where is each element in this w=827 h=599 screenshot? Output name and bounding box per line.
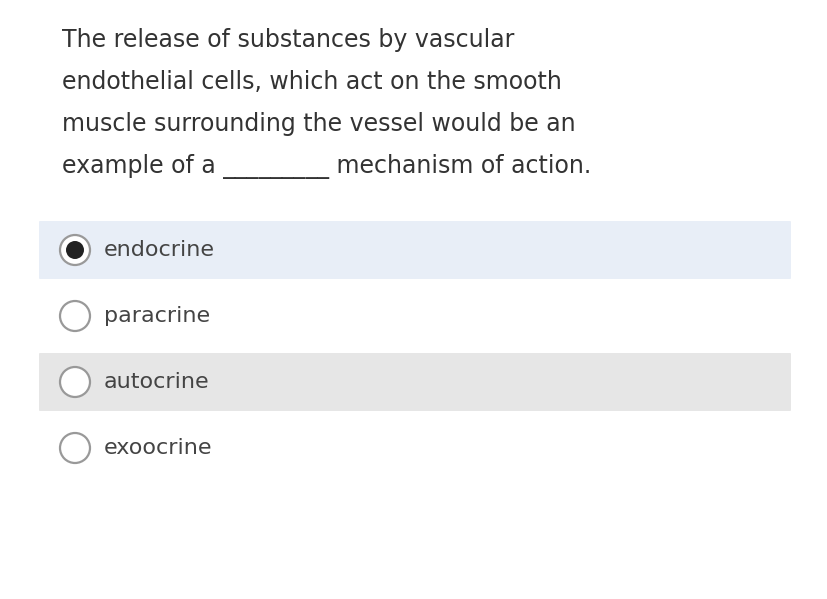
Text: exoocrine: exoocrine [104, 438, 213, 458]
FancyBboxPatch shape [39, 221, 790, 279]
Circle shape [60, 235, 90, 265]
Text: endothelial cells, which act on the smooth: endothelial cells, which act on the smoo… [62, 70, 562, 94]
Text: paracrine: paracrine [104, 306, 210, 326]
Text: endocrine: endocrine [104, 240, 215, 260]
FancyBboxPatch shape [39, 419, 790, 477]
FancyBboxPatch shape [39, 353, 790, 411]
Text: muscle surrounding the vessel would be an: muscle surrounding the vessel would be a… [62, 112, 575, 136]
Text: example of a _________ mechanism of action.: example of a _________ mechanism of acti… [62, 154, 590, 179]
Circle shape [60, 433, 90, 463]
Text: The release of substances by vascular: The release of substances by vascular [62, 28, 514, 52]
Circle shape [60, 367, 90, 397]
Circle shape [60, 301, 90, 331]
FancyBboxPatch shape [39, 287, 790, 345]
Circle shape [66, 241, 84, 259]
Text: autocrine: autocrine [104, 372, 209, 392]
